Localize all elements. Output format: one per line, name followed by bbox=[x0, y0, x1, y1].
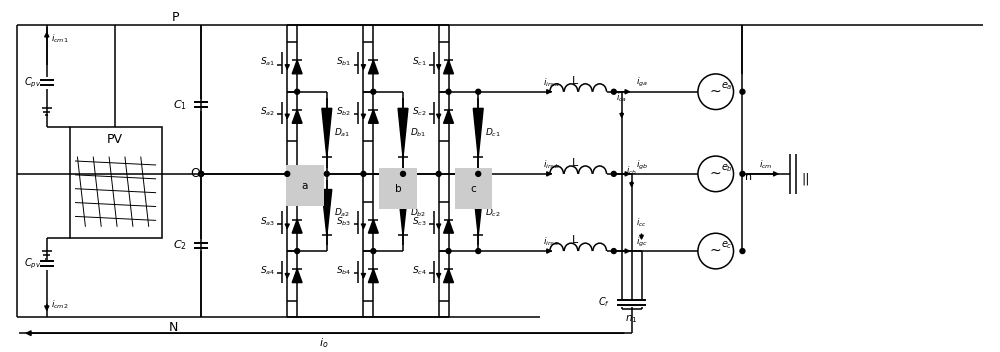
Text: $i_{ca}$: $i_{ca}$ bbox=[616, 91, 627, 103]
Circle shape bbox=[295, 89, 300, 94]
Circle shape bbox=[611, 249, 616, 253]
Circle shape bbox=[611, 171, 616, 176]
Polygon shape bbox=[444, 60, 453, 74]
Text: $i_{gb}$: $i_{gb}$ bbox=[636, 158, 648, 171]
Polygon shape bbox=[322, 189, 332, 235]
Text: $S_{c4}$: $S_{c4}$ bbox=[412, 265, 427, 277]
Polygon shape bbox=[444, 110, 453, 123]
Text: P: P bbox=[172, 11, 179, 24]
Text: a: a bbox=[302, 181, 308, 191]
Text: b: b bbox=[395, 184, 401, 194]
Text: $i_{cm1}$: $i_{cm1}$ bbox=[51, 32, 68, 45]
Text: L: L bbox=[572, 235, 578, 245]
Text: $S_{a2}$: $S_{a2}$ bbox=[260, 105, 275, 118]
Polygon shape bbox=[368, 60, 378, 74]
Text: $D_{c2}$: $D_{c2}$ bbox=[485, 206, 501, 219]
Circle shape bbox=[740, 171, 745, 176]
Text: PV: PV bbox=[107, 133, 123, 146]
Circle shape bbox=[446, 249, 451, 253]
Text: $S_{a4}$: $S_{a4}$ bbox=[260, 265, 275, 277]
Text: L: L bbox=[572, 76, 578, 86]
Text: $D_{b2}$: $D_{b2}$ bbox=[410, 206, 426, 219]
Polygon shape bbox=[444, 269, 453, 283]
Text: $i_{gc}$: $i_{gc}$ bbox=[636, 235, 647, 249]
Circle shape bbox=[199, 171, 204, 176]
Circle shape bbox=[436, 171, 441, 176]
Circle shape bbox=[476, 89, 481, 94]
Text: $i_{cc}$: $i_{cc}$ bbox=[636, 217, 647, 229]
Text: $i_{cb}$: $i_{cb}$ bbox=[626, 164, 637, 177]
Text: $e_b$: $e_b$ bbox=[721, 162, 733, 174]
Text: $S_{c1}$: $S_{c1}$ bbox=[412, 56, 427, 68]
Polygon shape bbox=[398, 189, 408, 235]
Text: $i_{cm}$: $i_{cm}$ bbox=[759, 159, 773, 171]
Text: c: c bbox=[470, 184, 476, 194]
Text: $D_{b1}$: $D_{b1}$ bbox=[410, 127, 426, 139]
Circle shape bbox=[285, 171, 290, 176]
Text: $S_{a1}$: $S_{a1}$ bbox=[260, 56, 275, 68]
Circle shape bbox=[401, 171, 405, 176]
Text: $n_1$: $n_1$ bbox=[625, 313, 638, 325]
Text: $C_f$: $C_f$ bbox=[598, 296, 610, 309]
Text: ||: || bbox=[802, 172, 810, 185]
Text: $i_o$: $i_o$ bbox=[319, 336, 329, 350]
Polygon shape bbox=[398, 108, 408, 157]
Text: $C_{pv}$: $C_{pv}$ bbox=[24, 257, 41, 271]
Text: $D_{a2}$: $D_{a2}$ bbox=[334, 206, 350, 219]
Polygon shape bbox=[473, 189, 483, 235]
Circle shape bbox=[361, 171, 366, 176]
Text: $S_{c3}$: $S_{c3}$ bbox=[412, 215, 427, 228]
Bar bbox=[70, 127, 162, 238]
Text: $S_{b2}$: $S_{b2}$ bbox=[336, 105, 352, 118]
Text: $i_{inva}$: $i_{inva}$ bbox=[543, 77, 560, 89]
Polygon shape bbox=[292, 60, 302, 74]
Polygon shape bbox=[322, 108, 332, 157]
Text: $i_{cm2}$: $i_{cm2}$ bbox=[51, 298, 68, 311]
Polygon shape bbox=[292, 269, 302, 283]
Circle shape bbox=[476, 171, 481, 176]
Text: $S_{c2}$: $S_{c2}$ bbox=[412, 105, 427, 118]
Text: $D_{a1}$: $D_{a1}$ bbox=[334, 127, 350, 139]
Text: $i_{invc}$: $i_{invc}$ bbox=[543, 236, 560, 249]
Text: L: L bbox=[572, 158, 578, 168]
Text: $C_{pv}$: $C_{pv}$ bbox=[24, 76, 41, 90]
Text: N: N bbox=[169, 321, 178, 334]
Circle shape bbox=[199, 171, 204, 176]
Text: n: n bbox=[745, 172, 753, 182]
Text: $C_2$: $C_2$ bbox=[173, 238, 187, 252]
Text: $i_{ga}$: $i_{ga}$ bbox=[636, 76, 648, 89]
Text: ~: ~ bbox=[710, 85, 722, 99]
Circle shape bbox=[295, 249, 300, 253]
Circle shape bbox=[740, 249, 745, 253]
Polygon shape bbox=[368, 110, 378, 123]
Circle shape bbox=[611, 89, 616, 94]
Polygon shape bbox=[444, 220, 453, 233]
Text: $i_{invb}$: $i_{invb}$ bbox=[543, 159, 560, 171]
Text: $S_{b4}$: $S_{b4}$ bbox=[336, 265, 352, 277]
Text: ~: ~ bbox=[710, 244, 722, 258]
Text: ~: ~ bbox=[710, 167, 722, 181]
Circle shape bbox=[476, 249, 481, 253]
Circle shape bbox=[371, 249, 376, 253]
Text: $C_1$: $C_1$ bbox=[173, 98, 187, 112]
Text: $e_c$: $e_c$ bbox=[721, 239, 732, 251]
Polygon shape bbox=[292, 110, 302, 123]
Text: O: O bbox=[190, 167, 200, 180]
Text: $S_{b1}$: $S_{b1}$ bbox=[336, 56, 352, 68]
Circle shape bbox=[324, 171, 329, 176]
Polygon shape bbox=[368, 269, 378, 283]
Text: $S_{b3}$: $S_{b3}$ bbox=[336, 215, 352, 228]
Polygon shape bbox=[368, 220, 378, 233]
Polygon shape bbox=[292, 220, 302, 233]
Text: $S_{a3}$: $S_{a3}$ bbox=[260, 215, 275, 228]
Polygon shape bbox=[473, 108, 483, 157]
Text: $D_{c1}$: $D_{c1}$ bbox=[485, 127, 501, 139]
Text: $e_a$: $e_a$ bbox=[721, 80, 732, 92]
Circle shape bbox=[740, 89, 745, 94]
Circle shape bbox=[371, 89, 376, 94]
Circle shape bbox=[446, 89, 451, 94]
